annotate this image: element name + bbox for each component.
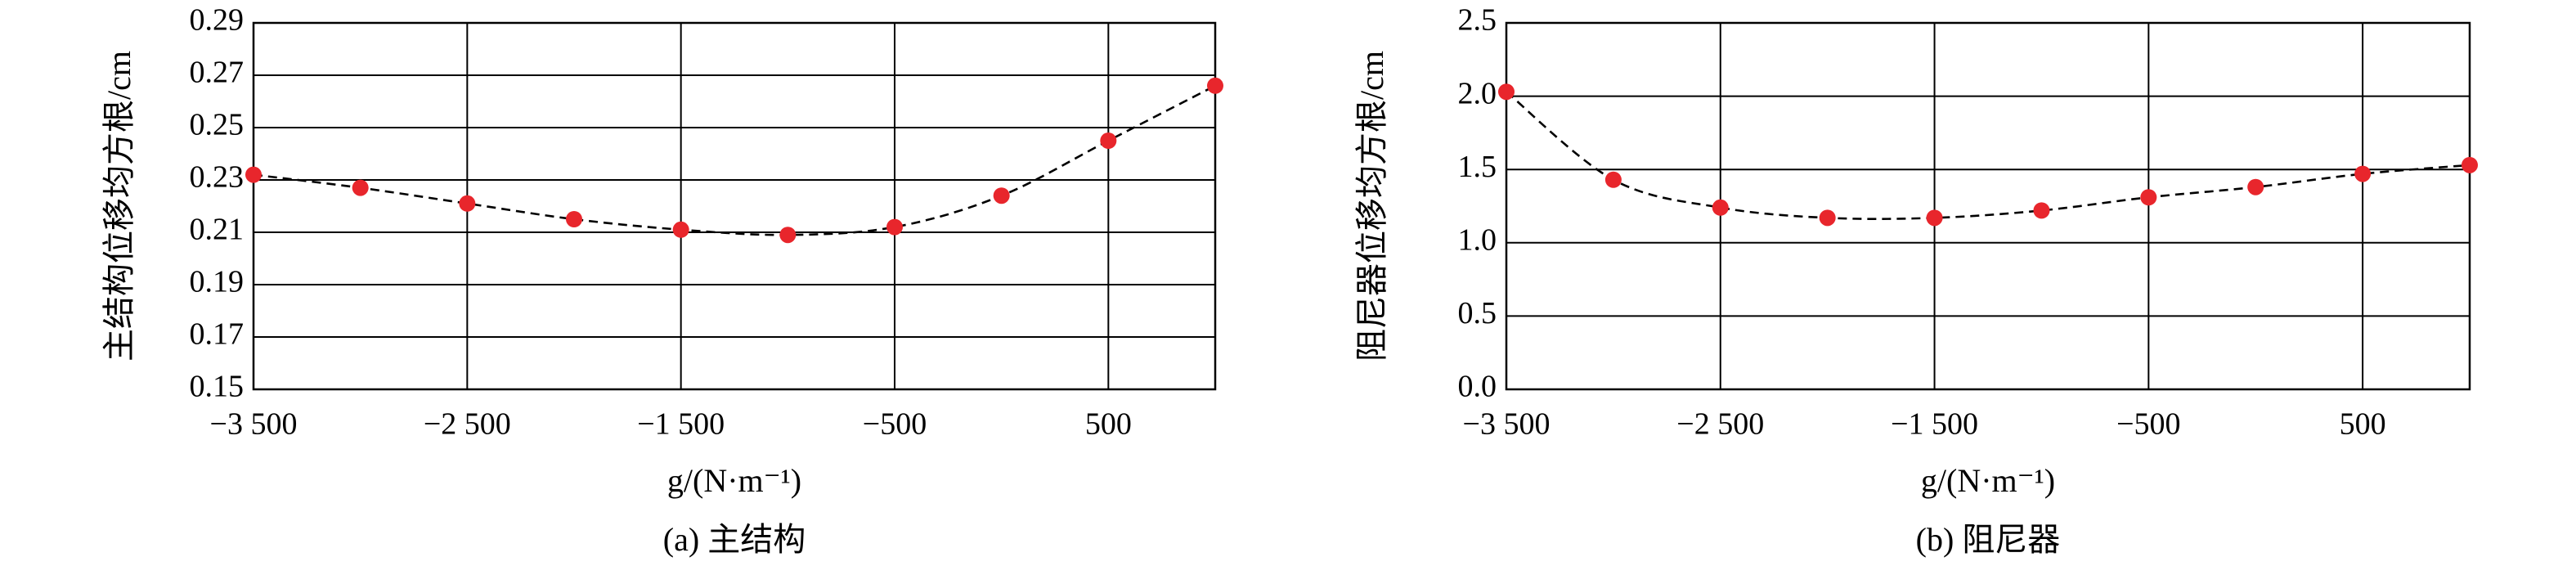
trend-line (253, 84, 1216, 236)
caption: (b) 阻尼器 (1916, 521, 2061, 558)
data-point (1712, 199, 1729, 216)
y-tick-label: 2.0 (1458, 76, 1497, 110)
data-point (779, 227, 797, 244)
data-point (1926, 209, 1943, 227)
caption: (a) 主结构 (663, 521, 806, 558)
x-tick-label: −1 500 (637, 407, 725, 442)
x-axis-label: g/(N·m⁻¹) (1921, 462, 2055, 499)
y-axis-label: 阻尼器位移均方根/cm (1353, 51, 1390, 362)
plot-area (254, 23, 1215, 389)
data-point (1819, 209, 1836, 227)
x-tick-label: −3 500 (210, 407, 298, 442)
data-point (459, 195, 476, 212)
plot-border (252, 21, 1217, 391)
x-tick-label: −1 500 (1891, 407, 1978, 442)
y-tick-label: 2.5 (1458, 3, 1497, 38)
y-axis-label: 主结构位移均方根/cm (101, 51, 137, 362)
x-tick-label: 500 (2340, 407, 2386, 442)
data-point (1100, 133, 1117, 149)
data-point (352, 179, 369, 196)
data-point (993, 187, 1010, 204)
y-tick-label: 0.5 (1458, 296, 1497, 330)
x-tick-label: −2 500 (1676, 407, 1764, 442)
plot-area (1506, 23, 2470, 389)
y-tick-label: 0.15 (190, 370, 245, 404)
data-point (566, 211, 582, 227)
data-point (2462, 156, 2478, 173)
data-point (672, 221, 689, 238)
y-tick-label: 0.19 (190, 265, 245, 299)
y-tick-label: 0.17 (190, 317, 245, 352)
data-point (886, 218, 903, 236)
y-tick-label: 1.0 (1458, 223, 1497, 258)
trend-line (1506, 91, 2471, 220)
data-point (2140, 189, 2157, 206)
y-tick-label: 0.25 (190, 108, 245, 142)
x-axis-label: g/(N·m⁻¹) (667, 462, 801, 499)
x-tick-label: −500 (863, 407, 927, 442)
y-tick-label: 0.23 (190, 160, 245, 195)
data-point (2247, 178, 2264, 195)
y-tick-label: 0.27 (190, 56, 245, 90)
plot-border (1505, 21, 2471, 391)
data-point (1207, 77, 1223, 94)
x-tick-label: −500 (2116, 407, 2180, 442)
data-point (1498, 83, 1515, 101)
x-tick-label: −2 500 (424, 407, 511, 442)
data-point (2354, 165, 2372, 182)
y-tick-label: 0.21 (190, 213, 245, 247)
data-point (2033, 202, 2050, 219)
data-point (245, 166, 262, 183)
data-point (1604, 171, 1622, 188)
x-tick-label: −3 500 (1463, 407, 1551, 442)
x-tick-label: 500 (1085, 407, 1132, 442)
y-tick-label: 0.29 (190, 3, 245, 38)
y-tick-label: 1.5 (1458, 150, 1497, 184)
y-tick-label: 0.0 (1458, 370, 1497, 404)
